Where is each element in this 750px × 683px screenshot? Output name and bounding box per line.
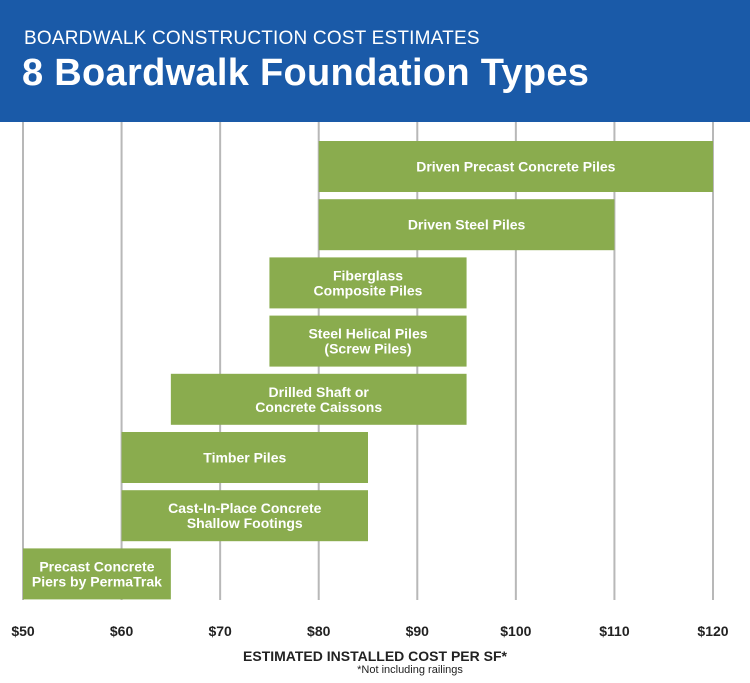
bar-label: Driven Steel Piles <box>408 217 526 233</box>
x-tick-label: $100 <box>500 623 531 639</box>
bar-label: (Screw Piles) <box>324 341 411 357</box>
bar-label: Shallow Footings <box>187 515 303 531</box>
bar-label: Drilled Shaft or <box>269 384 370 400</box>
bar-label: Driven Precast Concrete Piles <box>416 159 615 175</box>
x-tick-label: $110 <box>599 623 630 639</box>
x-axis-label: ESTIMATED INSTALLED COST PER SF* <box>243 648 507 664</box>
range-bar <box>23 548 171 600</box>
x-tick-label: $120 <box>697 623 728 639</box>
range-bar <box>170 373 467 425</box>
range-bar <box>318 141 713 192</box>
x-tick-label: $90 <box>406 623 430 639</box>
chart-title: 8 Boardwalk Foundation Types <box>22 52 590 94</box>
range-bar <box>318 199 615 251</box>
bar-label: Composite Piles <box>314 282 423 298</box>
bar-label: Piers by PermaTrak <box>32 573 162 589</box>
x-tick-label: $80 <box>307 623 331 639</box>
bar-label: Fiberglass <box>333 267 403 283</box>
range-bar <box>269 257 467 309</box>
range-bar <box>121 490 368 542</box>
bar-label: Concrete Caissons <box>255 399 382 415</box>
header-banner: BOARDWALK CONSTRUCTION COST ESTIMATES 8 … <box>0 0 750 122</box>
bar-label: Precast Concrete <box>39 558 154 574</box>
range-bar <box>269 315 467 367</box>
x-tick-label: $60 <box>110 623 134 639</box>
range-bar-chart: Driven Precast Concrete Piles Driven Stee… <box>11 122 729 639</box>
bar-label: Timber Piles <box>203 450 286 466</box>
bar-label: Cast-In-Place Concrete <box>168 500 321 516</box>
bar-label: Steel Helical Piles <box>308 326 427 342</box>
x-tick-label: $70 <box>208 623 232 639</box>
footnote: *Not including railings <box>357 664 463 676</box>
range-bar <box>121 432 368 483</box>
chart-subtitle: BOARDWALK CONSTRUCTION COST ESTIMATES <box>24 28 480 49</box>
x-tick-label: $50 <box>11 623 35 639</box>
